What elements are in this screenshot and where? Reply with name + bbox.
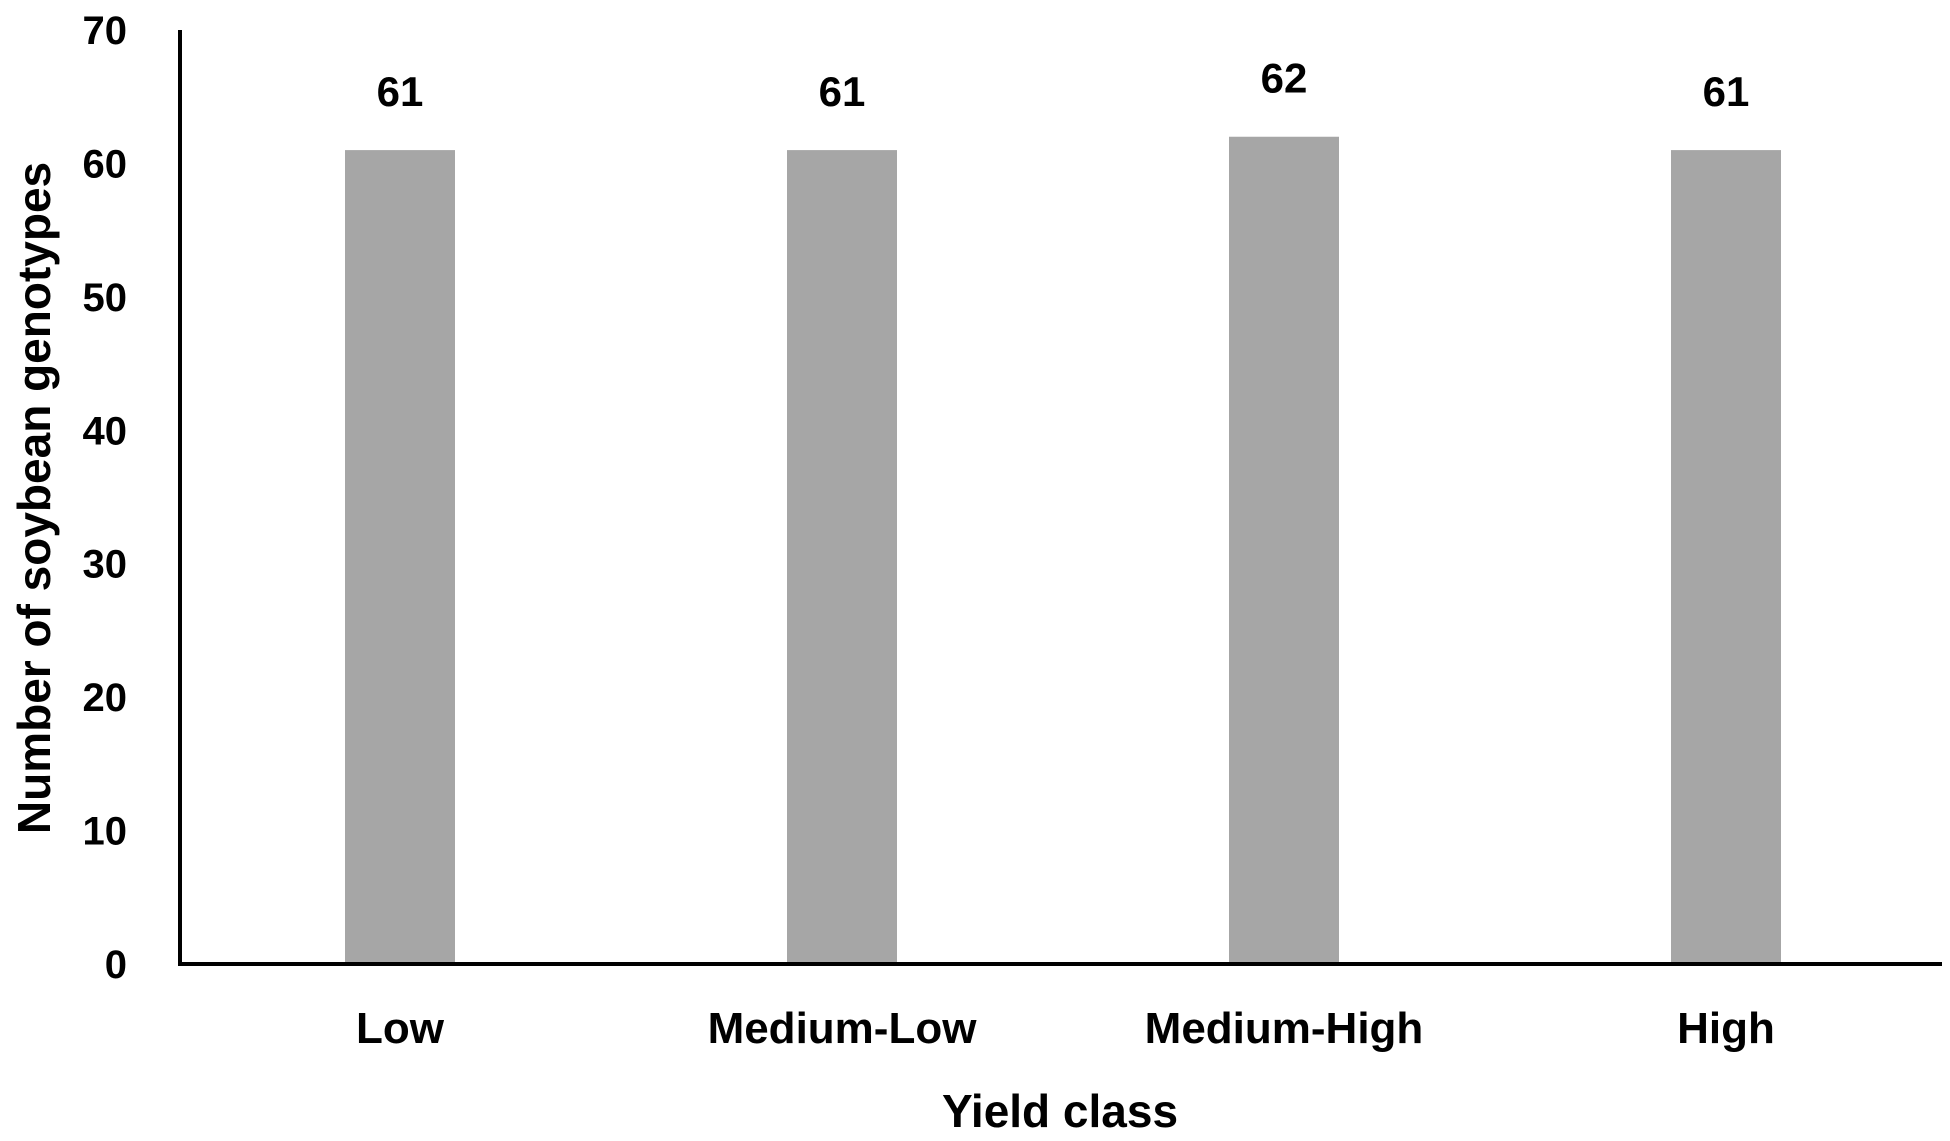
y-tick-label: 60 [83, 142, 128, 186]
bar [1229, 136, 1339, 964]
y-axis-title: Number of soybean genotypes [8, 162, 60, 834]
x-tick-label: Medium-Low [708, 1004, 978, 1053]
x-axis-category-labels: Low Medium-Low Medium-High High [356, 1004, 1775, 1053]
y-tick-label: 70 [83, 9, 128, 53]
y-tick-label: 40 [83, 409, 128, 453]
data-label: 61 [377, 68, 424, 115]
data-labels: 61 61 62 61 [377, 55, 1750, 115]
bar [1671, 150, 1781, 965]
y-axis-ticks: 0 10 20 30 40 50 60 70 [83, 9, 128, 987]
x-tick-label: Medium-High [1145, 1004, 1424, 1053]
data-label: 61 [1703, 68, 1750, 115]
y-tick-label: 0 [105, 943, 127, 987]
bars [345, 136, 1781, 965]
bar [787, 150, 897, 965]
y-tick-label: 10 [83, 810, 128, 854]
y-tick-label: 50 [83, 276, 128, 320]
x-tick-label: High [1677, 1004, 1775, 1053]
y-tick-label: 30 [83, 543, 128, 587]
data-label: 62 [1261, 55, 1308, 102]
y-tick-label: 20 [83, 676, 128, 720]
x-tick-label: Low [356, 1004, 445, 1053]
x-axis-title: Yield class [942, 1085, 1178, 1137]
bar [345, 150, 455, 965]
data-label: 61 [819, 68, 866, 115]
